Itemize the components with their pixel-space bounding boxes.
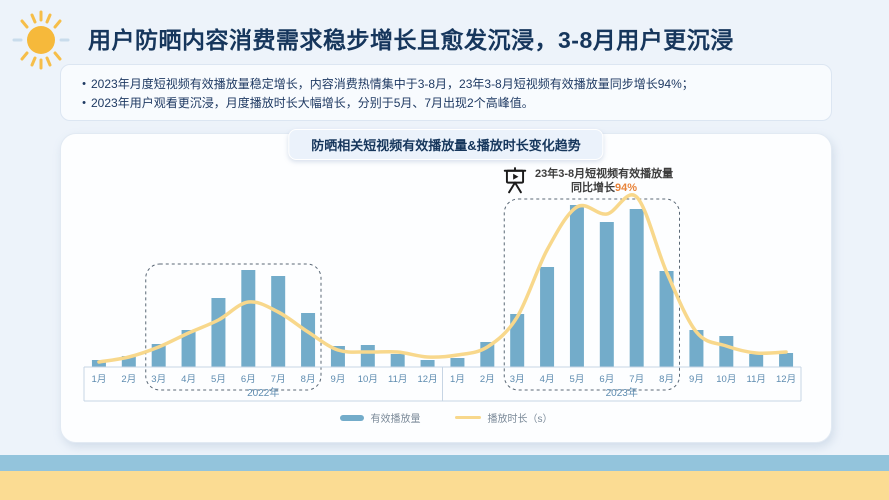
month-tick-label: 5月 <box>211 374 226 385</box>
month-tick-label: 1月 <box>450 374 465 385</box>
year-group-label: 2022年 <box>247 386 279 399</box>
bar <box>599 222 614 367</box>
month-tick-label: 10月 <box>716 374 736 385</box>
footer-band-yellow <box>0 471 889 500</box>
bar <box>659 271 674 367</box>
legend-label: 播放时长（s） <box>487 414 553 425</box>
month-tick-label: 12月 <box>776 374 796 385</box>
bar <box>450 358 465 367</box>
bullet-icon: • <box>82 78 86 90</box>
chart-title: 防晒相关短视频有效播放量&播放时长变化趋势 <box>288 129 604 160</box>
month-tick-label: 9月 <box>689 374 704 385</box>
month-tick-label: 7月 <box>629 374 644 385</box>
bar <box>510 314 525 367</box>
bar <box>749 354 764 367</box>
bar-swatch-icon <box>339 414 364 421</box>
annotation-line1: 23年3-8月短视频有效播放量 <box>535 168 674 180</box>
highlight-range-box <box>145 263 322 391</box>
month-tick-label: 11月 <box>388 374 407 385</box>
bullet-text: 2023年月度短视频有效播放量稳定增长，内容消费热情集中于3-8月，23年3-8… <box>91 77 694 91</box>
month-tick-label: 12月 <box>418 374 438 385</box>
month-tick-label: 9月 <box>331 374 346 385</box>
projector-screen-icon <box>503 167 527 194</box>
month-tick-label: 6月 <box>599 374 614 385</box>
bullet-icon: • <box>82 97 86 109</box>
month-tick-label: 8月 <box>301 374 316 385</box>
annotation-highlight: 94% <box>615 182 638 194</box>
chart-panel: 防晒相关短视频有效播放量&播放时长变化趋势 1月 2月 3月 4月 5月 6月 7月 8月 9月… <box>60 129 832 443</box>
bar <box>569 205 584 367</box>
legend-label: 有效播放量 <box>370 414 421 425</box>
annotation-text: 23年3-8月短视频有效播放量 同比增长94% <box>535 167 673 195</box>
bar <box>271 276 286 367</box>
highlight-range-box <box>503 198 680 391</box>
bullet-item: • 2023年月度短视频有效播放量稳定增长，内容消费热情集中于3-8月，23年3… <box>77 75 815 94</box>
month-tick-label: 1月 <box>92 374 107 385</box>
month-tick-label: 3月 <box>151 374 166 385</box>
bar <box>241 270 256 367</box>
month-tick-label: 4月 <box>540 374 555 385</box>
chart-annotation: 23年3-8月短视频有效播放量 同比增长94% <box>502 167 673 195</box>
line-swatch-icon <box>454 416 481 419</box>
bar <box>629 209 644 367</box>
bullet-item: • 2023年用户观看更沉浸，月度播放时长大幅增长，分别于5月、7月出现2个高峰… <box>77 94 815 113</box>
bar <box>390 354 405 367</box>
chart-legend: 有效播放量 播放时长（s） <box>61 410 831 425</box>
bar <box>420 360 435 367</box>
bar <box>779 353 794 367</box>
bullet-text: 2023年用户观看更沉浸，月度播放时长大幅增长，分别于5月、7月出现2个高峰值。 <box>91 96 534 110</box>
month-tick-label: 10月 <box>358 374 378 385</box>
month-tick-label: 2月 <box>480 374 495 385</box>
month-tick-label: 2月 <box>121 374 136 385</box>
combo-chart: 1月 2月 3月 4月 5月 6月 7月 8月 9月 10月 11月 12月 1月 2月 3月 4月 5月 6月 7… <box>83 193 802 402</box>
sun-icon <box>12 10 70 70</box>
bar <box>181 330 196 367</box>
bar <box>360 345 375 367</box>
month-tick-label: 5月 <box>570 374 585 385</box>
annotation-line2: 同比增长94% <box>571 182 638 194</box>
month-tick-label: 8月 <box>659 374 674 385</box>
month-tick-label: 6月 <box>241 374 256 385</box>
footer-band-blue <box>0 455 889 471</box>
month-tick-label: 11月 <box>747 374 766 385</box>
month-tick-label: 3月 <box>510 374 525 385</box>
line-series <box>97 193 788 364</box>
legend-item-bar: 有效播放量 <box>339 410 421 425</box>
month-tick-label: 4月 <box>181 374 196 385</box>
bar <box>540 267 555 367</box>
page-title: 用户防晒内容消费需求稳步增长且愈发沉浸，3-8月用户更沉浸 <box>88 27 734 53</box>
legend-item-line: 播放时长（s） <box>454 410 553 425</box>
bar <box>211 298 226 367</box>
bar <box>719 336 734 367</box>
bar <box>301 313 316 367</box>
summary-panel: • 2023年月度短视频有效播放量稳定增长，内容消费热情集中于3-8月，23年3… <box>60 64 832 121</box>
month-tick-label: 7月 <box>271 374 286 385</box>
bar <box>121 356 136 367</box>
year-group-label: 2023年 <box>606 386 638 399</box>
bar <box>689 330 704 367</box>
